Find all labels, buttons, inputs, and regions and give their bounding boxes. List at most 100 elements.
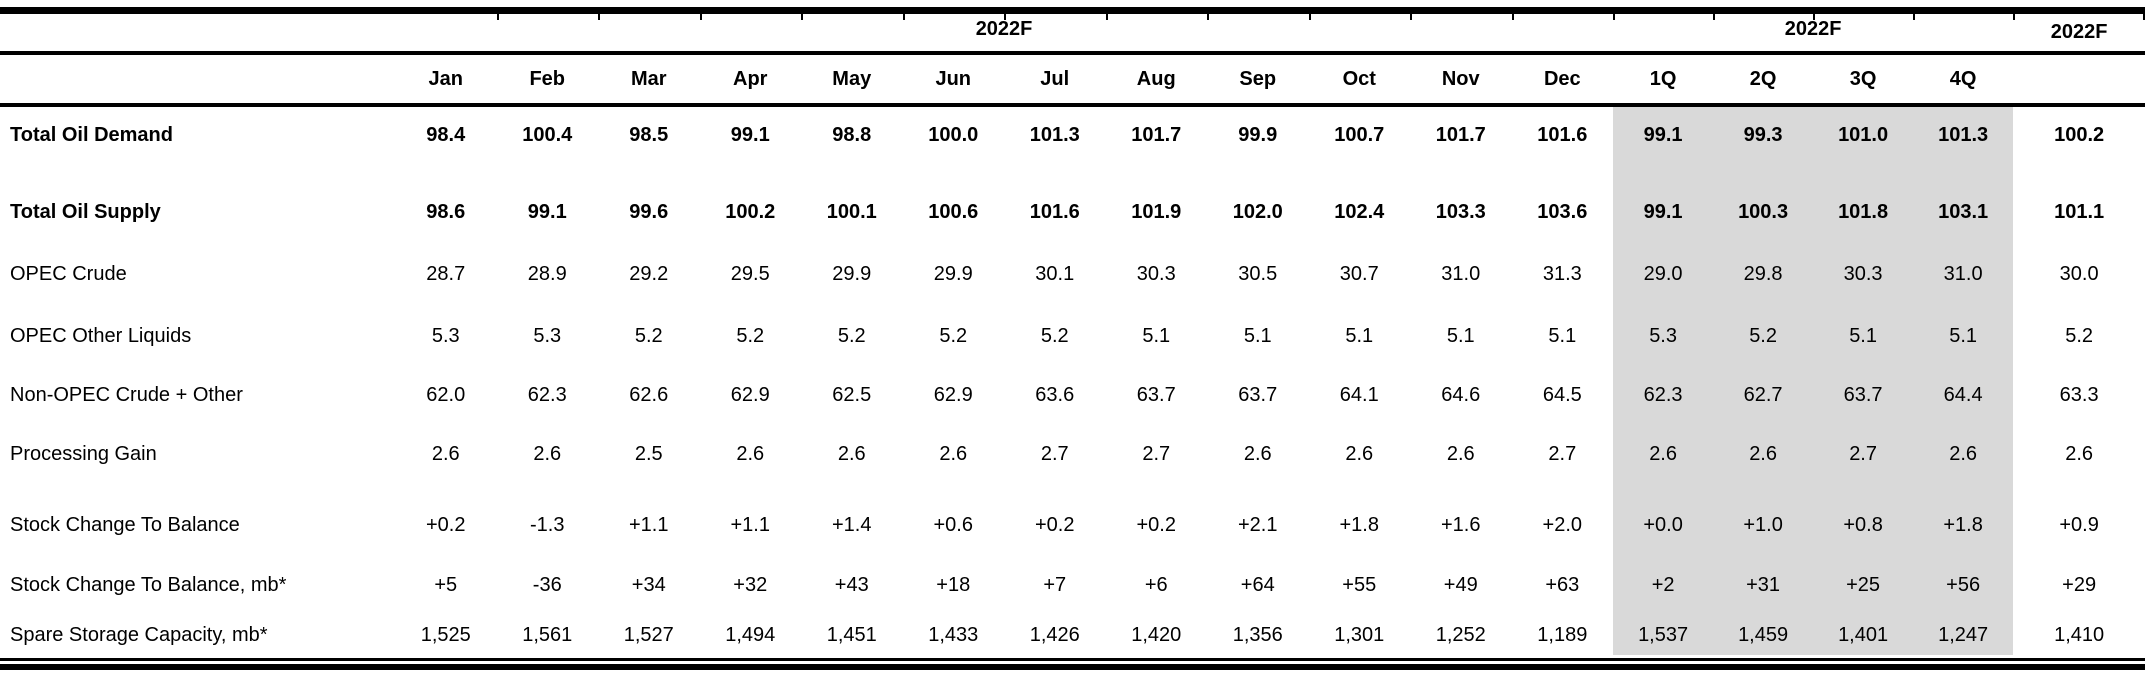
row-label (0, 164, 395, 182)
cell: 2.6 (431, 443, 460, 465)
cell: 99.3 (1713, 105, 1814, 164)
cell: 2.6 (939, 443, 968, 465)
cell: +0.0 (1613, 495, 1714, 555)
cell (1813, 164, 1914, 182)
cell: 100.6 (928, 200, 979, 223)
cell: 101.3 (1029, 124, 1080, 146)
cell (1913, 164, 2014, 182)
cell: 5.1 (1345, 324, 1374, 347)
row-label: OPEC Other Liquids (10, 324, 192, 347)
cell (1613, 484, 1714, 495)
column-header-dec: Dec (1511, 53, 1614, 107)
cell: 30.0 (2059, 262, 2099, 285)
cell: +0.9 (2059, 513, 2099, 536)
cell: 103.3 (1435, 200, 1486, 223)
cell: 63.7 (1238, 384, 1278, 406)
row-label: OPEC Crude (10, 262, 127, 285)
column-header-oct: Oct (1308, 53, 1410, 107)
row-label: Processing Gain (10, 443, 157, 465)
cell (1713, 484, 1814, 495)
cell: 63.6 (1035, 384, 1075, 406)
cell: 100.1 (826, 200, 877, 223)
cell: 5.1 (1548, 324, 1577, 347)
table-row-spare-storage-capacity-mb: Spare Storage Capacity, mb* 1,525 1,561 1,5… (0, 615, 2145, 655)
cell: 28.9 (527, 262, 567, 285)
cell: 5.1 (1913, 306, 2014, 366)
cell (598, 164, 700, 182)
column-header-jan: Jan (395, 53, 497, 107)
cell: 29.9 (933, 262, 973, 285)
column-header-blank (2013, 53, 2145, 107)
row-label: Total Oil Supply (10, 200, 161, 223)
cell: 2.6 (736, 443, 765, 465)
cell: 1,247 (1913, 615, 2014, 655)
cell (1207, 164, 1309, 182)
row-label: Total Oil Demand (10, 124, 173, 146)
oil-market-balance-sheet: 2022F 2022F 2022F Jan Feb Mar Apr May Jun Jul A… (0, 7, 2145, 674)
cell (1106, 164, 1208, 182)
cell: 64.6 (1441, 384, 1481, 406)
cell: 2.6 (1446, 443, 1475, 465)
cell (1004, 484, 1106, 495)
cell: 5.3 (1613, 306, 1714, 366)
cell: 101.7 (1131, 124, 1182, 146)
cell: 62.9 (933, 384, 973, 406)
cell: 1,561 (522, 623, 573, 646)
column-header-2q: 2Q (1713, 53, 1814, 107)
cell: 30.1 (1035, 262, 1075, 285)
cell: 99.9 (1238, 124, 1278, 146)
cell: +5 (434, 573, 458, 596)
cell: 2.6 (1345, 443, 1374, 465)
cell: 5.2 (634, 324, 663, 347)
cell (1410, 484, 1512, 495)
cell: +43 (834, 573, 869, 596)
cell: +6 (1144, 573, 1168, 596)
cell: +0.2 (1136, 513, 1176, 536)
cell: 29.2 (629, 262, 669, 285)
cell: +1.1 (629, 513, 669, 536)
cell: +64 (1240, 573, 1275, 596)
cell: +0.2 (1035, 513, 1075, 536)
cell: 101.0 (1813, 105, 1914, 164)
cell: 1,420 (1131, 623, 1182, 646)
cell: 64.5 (1542, 384, 1582, 406)
table-row-spacer-2 (0, 484, 2145, 495)
cell: 62.0 (426, 384, 466, 406)
cell: -1.3 (530, 513, 565, 536)
cell: +1.8 (1913, 495, 2014, 555)
cell: +1.1 (730, 513, 770, 536)
cell: +1.6 (1441, 513, 1481, 536)
cell: 31.0 (1913, 242, 2014, 306)
column-header-nov: Nov (1410, 53, 1512, 107)
table-row-total-oil-supply: Total Oil Supply 98.6 99.1 99.6 100.2 100.1 10… (0, 182, 2145, 242)
cell: 100.2 (2054, 124, 2105, 146)
cell: 64.1 (1339, 384, 1379, 406)
table-body: Total Oil Demand 98.4 100.4 98.5 99.1 98.8 100… (0, 105, 2145, 655)
cell: 1,301 (1334, 623, 1385, 646)
cell: +0.2 (426, 513, 466, 536)
cell: 1,537 (1613, 615, 1714, 655)
column-header-aug: Aug (1105, 53, 1207, 107)
cell: 5.3 (533, 324, 562, 347)
cell: 1,433 (928, 623, 979, 646)
cell (598, 484, 700, 495)
table-row-stock-change-to-balance-mb: Stock Change To Balance, mb* +5 -36 +34 +32 +… (0, 555, 2145, 615)
cell: 63.3 (2059, 384, 2099, 406)
cell: +0.6 (933, 513, 973, 536)
cell: +2.1 (1238, 513, 1278, 536)
cell: 1,252 (1435, 623, 1486, 646)
cell: -36 (532, 573, 562, 596)
cell: 5.2 (736, 324, 765, 347)
cell: 30.3 (1136, 262, 1176, 285)
cell (700, 484, 802, 495)
cell: 5.1 (1813, 306, 1914, 366)
cell: 2.7 (1813, 425, 1914, 484)
cell (395, 484, 497, 495)
cell: 5.2 (2065, 324, 2094, 347)
table-header: 2022F 2022F 2022F Jan Feb Mar Apr May Jun Jul A… (0, 7, 2145, 107)
cell (1613, 164, 1714, 182)
cell (801, 164, 903, 182)
cell: 62.6 (629, 384, 669, 406)
cell: 62.7 (1713, 366, 1814, 425)
cell: +29 (2062, 573, 2097, 596)
